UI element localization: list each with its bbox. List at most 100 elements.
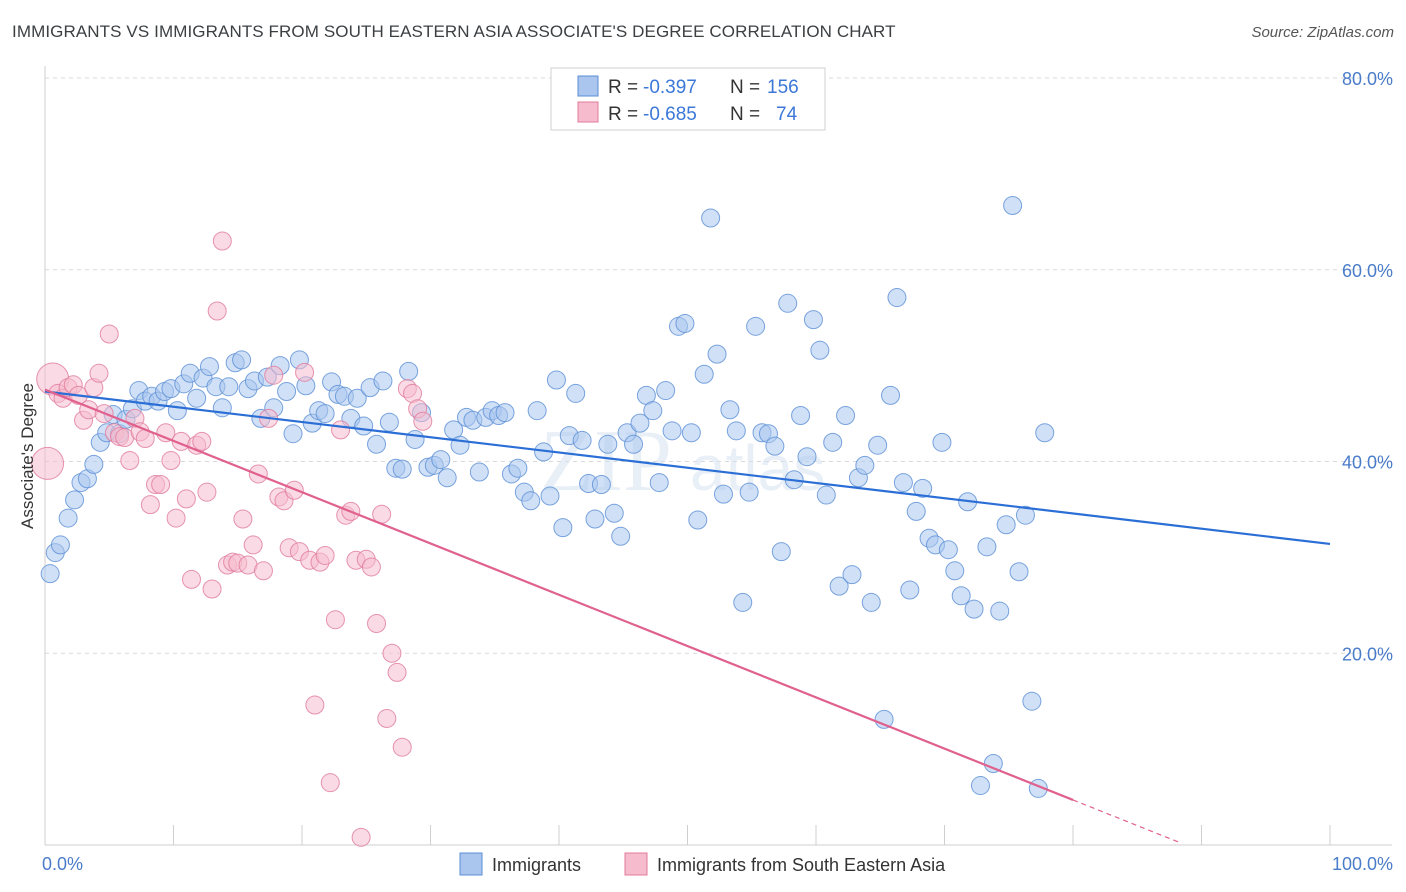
sea-point-34 xyxy=(212,231,232,251)
sea-point-52 xyxy=(305,695,325,715)
immigrants-point-30 xyxy=(232,350,252,370)
sea-point-67 xyxy=(382,643,402,663)
ticklabel-layer: 20.0% 40.0% 60.0% 80.0% 0.0% 100.0% xyxy=(42,69,1393,874)
legend-n-value-2: 74 xyxy=(776,104,798,125)
immigrants-point-82 xyxy=(566,383,586,403)
immigrants-point-2 xyxy=(50,535,70,555)
y-tick-label-40: 40.0% xyxy=(1342,453,1393,473)
immigrants-point-110 xyxy=(746,316,766,336)
bottom-legend-label-sea: Immigrants from South Eastern Asia xyxy=(657,855,946,875)
immigrants-point-53 xyxy=(379,412,399,432)
immigrants-point-97 xyxy=(662,421,682,441)
immigrants-point-94 xyxy=(643,401,663,421)
immigrants-point-51 xyxy=(367,434,387,454)
legend-r-value-2: -0.685 xyxy=(643,104,697,125)
immigrants-point-132 xyxy=(887,288,907,308)
immigrants-point-4 xyxy=(65,490,85,510)
immigrants-point-62 xyxy=(437,468,457,488)
sea-point-64 xyxy=(367,614,387,634)
sea-point-68 xyxy=(387,662,407,682)
sea-point-20 xyxy=(140,495,160,515)
immigrants-trend-line xyxy=(44,390,1331,546)
immigrants-point-155 xyxy=(1035,423,1055,443)
watermark-zip: ZIP xyxy=(540,413,672,510)
sea-point-24 xyxy=(161,451,181,471)
immigrants-point-122 xyxy=(823,432,843,452)
immigrants-point-136 xyxy=(913,478,933,498)
sea-point-55 xyxy=(320,773,340,793)
immigrants-point-95 xyxy=(649,473,669,493)
sea-point-12 xyxy=(99,324,119,344)
immigrants-point-37 xyxy=(277,382,297,402)
immigrants-point-80 xyxy=(553,518,573,538)
immigrants-point-43 xyxy=(315,404,335,424)
immigrants-point-118 xyxy=(797,447,817,467)
sea-point-10 xyxy=(89,363,109,383)
sea-point-44 xyxy=(264,365,284,385)
y-tick-label-20: 20.0% xyxy=(1342,644,1393,664)
legend-n-label-2: N = xyxy=(730,104,760,125)
immigrants-point-103 xyxy=(701,208,721,228)
immigrants-point-146 xyxy=(977,537,997,557)
immigrants-point-91 xyxy=(624,434,644,454)
immigrants-point-96 xyxy=(656,381,676,401)
immigrants-point-85 xyxy=(585,509,605,529)
immigrants-point-119 xyxy=(803,310,823,330)
immigrants-point-107 xyxy=(726,421,746,441)
sea-point-22 xyxy=(151,475,171,495)
sea-point-42 xyxy=(253,561,273,581)
sea-point-73 xyxy=(413,411,433,431)
immigrants-point-88 xyxy=(604,503,624,523)
immigrants-point-3 xyxy=(58,508,78,528)
immigrants-point-89 xyxy=(611,526,631,546)
immigrants-point-144 xyxy=(964,599,984,619)
immigrants-point-121 xyxy=(816,485,836,505)
sea-point-50 xyxy=(295,362,315,382)
immigrants-point-0 xyxy=(40,564,60,584)
immigrants-point-105 xyxy=(713,484,733,504)
sea-point-54 xyxy=(315,545,335,565)
immigrants-point-140 xyxy=(938,540,958,560)
immigrants-point-7 xyxy=(84,454,104,474)
sea-point-56 xyxy=(325,610,345,630)
immigrants-point-152 xyxy=(1015,505,1035,525)
sea-point-32 xyxy=(202,579,222,599)
immigrants-point-125 xyxy=(842,565,862,585)
legend-swatch-pink xyxy=(577,101,599,123)
bottom-legend-swatch-blue xyxy=(459,852,483,876)
immigrants-point-109 xyxy=(739,482,759,502)
immigrants-point-71 xyxy=(495,403,515,423)
immigrants-point-150 xyxy=(1003,196,1023,216)
immigrants-point-123 xyxy=(829,576,849,596)
immigrants-point-153 xyxy=(1022,691,1042,711)
sea-point-25 xyxy=(166,508,186,528)
immigrants-point-28 xyxy=(219,377,239,397)
legend-swatch-blue xyxy=(577,75,599,97)
sea-point-23 xyxy=(156,423,176,443)
immigrants-point-75 xyxy=(521,491,541,511)
sea-point-16 xyxy=(120,451,140,471)
immigrants-point-79 xyxy=(546,370,566,390)
immigrants-point-99 xyxy=(675,313,695,333)
sea-point-31 xyxy=(197,482,217,502)
x-tick-label-0: 0.0% xyxy=(42,854,83,874)
y-tick-label-80: 80.0% xyxy=(1342,69,1393,89)
immigrants-point-61 xyxy=(431,450,451,470)
immigrants-point-52 xyxy=(373,371,393,391)
legend-n-label-1: N = xyxy=(730,77,760,98)
immigrants-point-148 xyxy=(990,601,1010,621)
sea-point-28 xyxy=(181,569,201,589)
legend-n-value-1: 156 xyxy=(767,77,799,98)
immigrants-point-113 xyxy=(765,436,785,456)
immigrants-point-86 xyxy=(591,475,611,495)
legend-r-label-2: R = xyxy=(608,104,638,125)
sea-point-0 xyxy=(31,446,65,480)
sea-point-63 xyxy=(361,557,381,577)
immigrants-point-25 xyxy=(199,357,219,377)
legend-box: R = -0.397 N = 156 R = -0.685 N = 74 xyxy=(550,67,826,131)
watermark: ZIP atlas xyxy=(540,413,825,510)
immigrants-point-20 xyxy=(167,401,187,421)
immigrants-point-106 xyxy=(720,400,740,420)
sea-trend-line xyxy=(44,388,1074,801)
immigrants-point-73 xyxy=(508,458,528,478)
